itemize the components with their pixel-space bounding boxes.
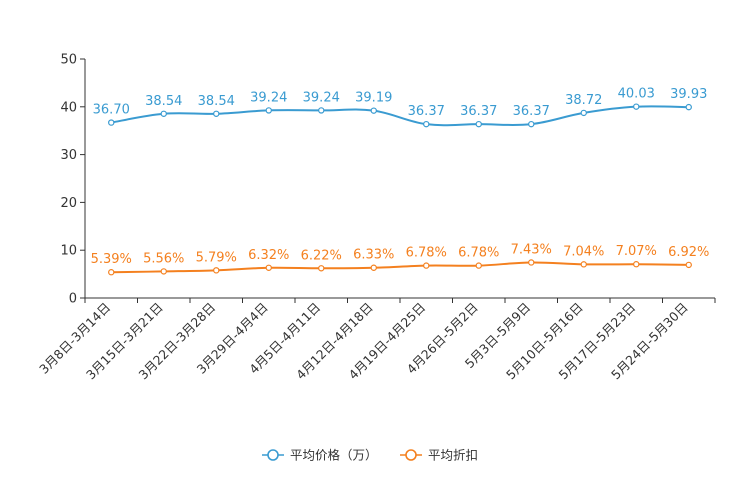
data-label: 6.33% — [353, 248, 394, 263]
data-point — [370, 107, 377, 114]
data-label: 6.92% — [668, 245, 709, 260]
series-line-1 — [111, 105, 689, 127]
data-label: 6.78% — [458, 246, 499, 261]
data-point — [108, 269, 115, 276]
data-label: 6.32% — [248, 248, 289, 263]
data-point — [580, 261, 587, 268]
legend-label-2: 平均折扣 — [428, 448, 478, 463]
data-point — [318, 265, 325, 272]
data-point — [213, 267, 220, 274]
data-label: 39.93 — [670, 87, 707, 102]
y-tick-label: 40 — [60, 100, 77, 115]
data-point — [213, 110, 220, 117]
legend-marker-1 — [267, 449, 279, 461]
data-point — [528, 120, 535, 128]
data-label: 38.72 — [565, 93, 602, 108]
data-point — [633, 261, 640, 268]
data-label: 36.37 — [513, 104, 550, 119]
data-point — [108, 119, 115, 126]
data-label: 7.07% — [616, 244, 657, 259]
series-line-2 — [111, 261, 689, 274]
data-point — [423, 262, 430, 269]
legend-marker-2 — [405, 449, 417, 461]
data-label: 36.70 — [93, 103, 130, 118]
y-tick-label: 10 — [60, 244, 77, 259]
data-label: 38.54 — [145, 94, 182, 109]
data-point — [528, 259, 535, 266]
data-point — [160, 268, 167, 275]
y-tick-label: 30 — [60, 148, 77, 163]
data-label: 7.43% — [511, 242, 552, 257]
legend-label-1: 平均价格（万） — [290, 448, 378, 463]
data-point — [685, 103, 692, 111]
data-point — [370, 264, 377, 271]
data-label: 36.37 — [460, 104, 497, 119]
data-label: 39.24 — [303, 90, 340, 105]
y-tick-label: 0 — [69, 292, 77, 307]
data-point — [633, 103, 640, 110]
data-label: 40.03 — [618, 87, 655, 102]
data-point — [475, 120, 482, 128]
data-point — [160, 110, 167, 117]
data-label: 5.79% — [196, 250, 237, 265]
data-point — [423, 120, 430, 128]
data-label: 39.19 — [355, 91, 392, 106]
data-label: 6.78% — [406, 246, 447, 261]
data-label: 7.04% — [563, 244, 604, 259]
data-point — [580, 109, 587, 117]
y-tick-label: 20 — [60, 196, 77, 211]
data-point — [685, 261, 692, 269]
y-tick-label: 50 — [60, 53, 77, 68]
data-point — [265, 264, 272, 271]
data-label: 39.24 — [250, 90, 287, 105]
data-point — [475, 262, 482, 269]
data-point — [318, 107, 325, 114]
data-label: 36.37 — [408, 104, 445, 119]
data-label: 5.56% — [143, 251, 184, 266]
data-label: 38.54 — [198, 94, 235, 109]
data-label: 5.39% — [91, 252, 132, 267]
data-point — [265, 107, 272, 114]
data-label: 6.22% — [301, 248, 342, 263]
